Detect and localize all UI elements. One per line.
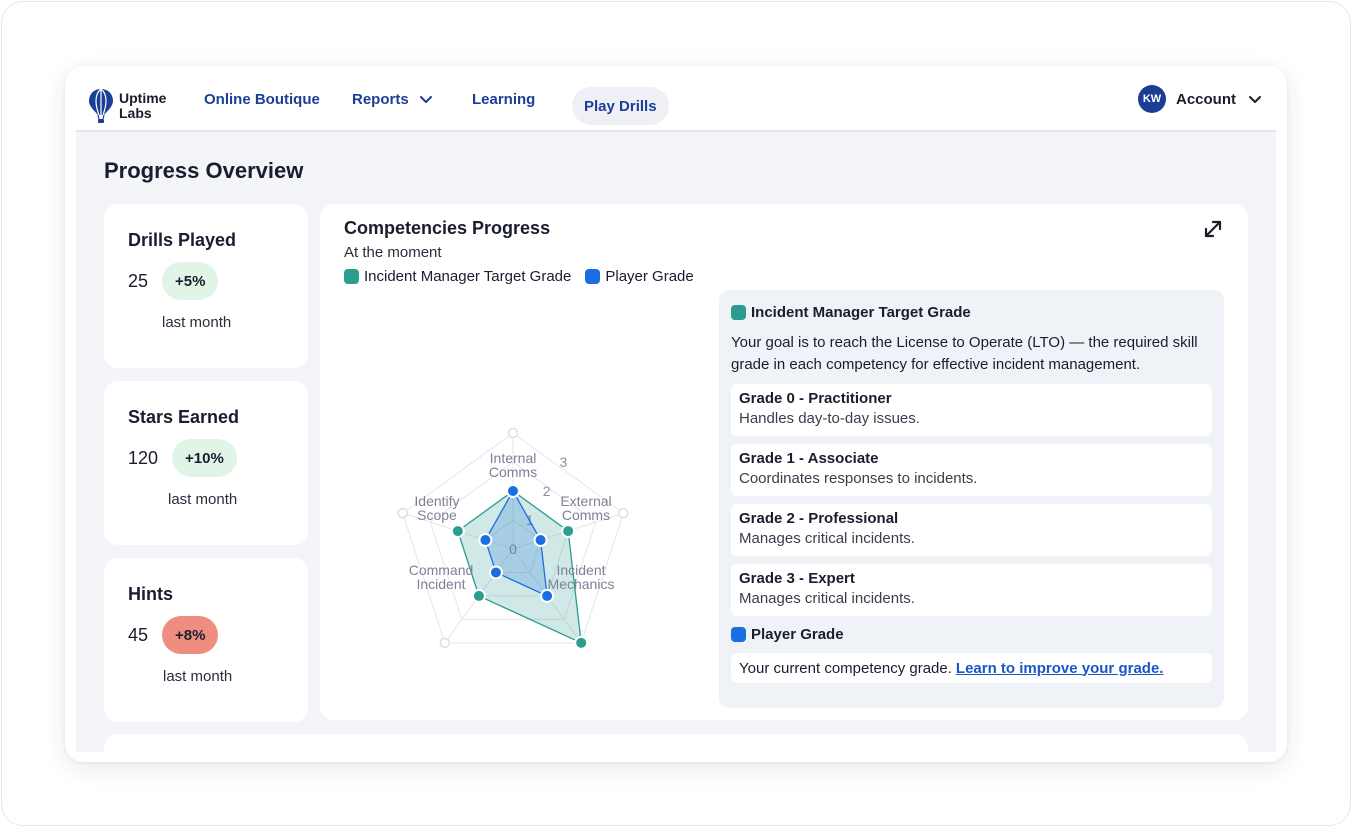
target-grade-heading: Incident Manager Target Grade <box>731 304 971 321</box>
chevron-down-icon <box>419 96 432 103</box>
grade-item: Grade 0 - Practitioner Handles day-to-da… <box>731 384 1212 436</box>
radar-axis-label: Incident <box>416 576 465 592</box>
radar-data-point <box>478 533 493 548</box>
navbar: Uptime Labs Online Boutique Reports Lear… <box>76 66 1276 132</box>
change-badge: +5% <box>162 262 219 300</box>
player-grade-heading: Player Grade <box>731 626 844 643</box>
radar-grid-ring <box>402 432 624 644</box>
grade-title: Grade 3 - Expert <box>739 570 855 587</box>
grade-description: Manages critical incidents. <box>739 530 915 547</box>
logo-line1: Uptime <box>119 90 167 106</box>
legend-label: Player Grade <box>605 268 694 285</box>
player-grade-box: Your current competency grade. Learn to … <box>731 653 1212 683</box>
change-badge: +8% <box>162 616 219 654</box>
nav-play-drills[interactable]: Play Drills <box>572 87 669 125</box>
app-window: Uptime Labs Online Boutique Reports Lear… <box>65 66 1287 762</box>
improve-grade-link[interactable]: Learn to improve your grade. <box>955 659 1164 677</box>
radar-data-point <box>533 533 548 548</box>
radar-data-point <box>506 484 520 498</box>
grade-description: Handles day-to-day issues. <box>739 410 920 427</box>
competencies-card: Competencies Progress At the moment Inci… <box>320 204 1248 720</box>
radar-axis-end-dot <box>439 637 451 649</box>
legend-swatch <box>344 269 359 284</box>
radar-axis-end-dot <box>618 507 629 519</box>
legend-swatch <box>731 305 746 320</box>
nav-reports-label: Reports <box>352 90 409 108</box>
account-label: Account <box>1176 90 1236 108</box>
target-grade-description: Your goal is to reach the License to Ope… <box>731 334 1198 373</box>
hot-air-balloon-icon <box>89 88 113 123</box>
stat-card-hints: Hints 45 +8% last month <box>104 558 308 722</box>
grade-title: Grade 2 - Professional <box>739 510 899 527</box>
radar-axis-end-dot <box>397 507 408 519</box>
page-title: Progress Overview <box>104 158 304 183</box>
stat-period: last month <box>162 314 232 331</box>
grade-title: Grade 1 - Associate <box>739 450 879 467</box>
chart-title: Competencies Progress <box>344 218 551 238</box>
radar-data-point <box>450 524 465 539</box>
radar-series-area <box>457 490 582 644</box>
stat-title: Drills Played <box>128 230 237 250</box>
chart-legend: Incident Manager Target Grade Player Gra… <box>344 268 708 285</box>
radar-tick-label: 0 <box>509 541 517 557</box>
player-grade-heading-label: Player Grade <box>751 626 844 643</box>
radar-tick-label: 3 <box>560 454 568 470</box>
stat-value: 25 <box>128 270 149 291</box>
radar-axis-label: Comms <box>562 507 610 523</box>
stat-card-drills-played: Drills Played 25 +5% last month <box>104 204 308 368</box>
radar-axis-end-dot <box>507 427 519 439</box>
grade-info-panel: Incident Manager Target Grade Your goal … <box>719 290 1224 708</box>
radar-chart: 0123InternalCommsExternalCommsIncidentMe… <box>397 427 629 650</box>
account-menu[interactable]: KW Account <box>1138 66 1262 132</box>
radar-data-point <box>540 588 555 603</box>
logo[interactable]: Uptime Labs <box>88 88 179 124</box>
target-grade-heading-label: Incident Manager Target Grade <box>751 304 971 321</box>
change-badge: +10% <box>172 439 237 477</box>
legend-swatch <box>585 269 601 284</box>
grade-description: Coordinates responses to incidents. <box>739 470 978 487</box>
radar-axis-label: Identify <box>414 493 459 509</box>
expand-icon[interactable] <box>1202 218 1224 240</box>
radar-data-point <box>561 524 576 539</box>
radar-axis-label: Incident <box>556 562 605 578</box>
content-area: Progress Overview Drills Played 25 +5% l… <box>76 132 1276 762</box>
stat-title: Stars Earned <box>128 407 240 427</box>
stat-value: 120 <box>128 447 159 468</box>
logo-line2: Labs <box>119 105 152 121</box>
radar-data-point <box>488 565 503 580</box>
radar-axis-label: Mechanics <box>548 576 615 592</box>
legend-item-target[interactable]: Incident Manager Target Grade <box>344 268 571 285</box>
radar-axis-label: Scope <box>417 507 457 523</box>
nav-online-boutique[interactable]: Online Boutique <box>204 90 320 108</box>
stat-period: last month <box>163 668 233 685</box>
legend-item-player[interactable]: Player Grade <box>585 268 694 285</box>
grade-title: Grade 0 - Practitioner <box>739 390 892 407</box>
nav-reports[interactable]: Reports <box>352 66 433 132</box>
stat-card-stars-earned: Stars Earned 120 +10% last month <box>104 381 308 545</box>
radar-axis-label: External <box>560 493 611 509</box>
nav-learning[interactable]: Learning <box>472 90 536 108</box>
grade-item: Grade 2 - Professional Manages critical … <box>731 504 1212 556</box>
grade-description: Manages critical incidents. <box>739 590 915 607</box>
radar-data-point <box>574 635 589 650</box>
radar-grid-ring <box>429 461 597 620</box>
radar-data-point <box>471 588 486 603</box>
grade-item: Grade 3 - Expert Manages critical incide… <box>731 564 1212 616</box>
radar-tick-label: 2 <box>543 483 551 499</box>
avatar: KW <box>1138 85 1166 113</box>
radar-axis-label: Comms <box>489 464 537 480</box>
next-section-card <box>104 734 1248 762</box>
stat-value: 45 <box>128 624 149 645</box>
radar-axis-label: Command <box>409 562 474 578</box>
legend-label: Incident Manager Target Grade <box>364 268 572 285</box>
stat-title: Hints <box>128 584 173 604</box>
grade-item: Grade 1 - Associate Coordinates response… <box>731 444 1212 496</box>
chevron-down-icon <box>1249 96 1261 103</box>
player-grade-description: Your current competency grade. <box>739 659 952 677</box>
legend-swatch <box>731 627 746 642</box>
radar-axis-label: Internal <box>490 450 537 466</box>
stat-period: last month <box>168 491 238 508</box>
chart-subtitle: At the moment <box>344 244 442 261</box>
